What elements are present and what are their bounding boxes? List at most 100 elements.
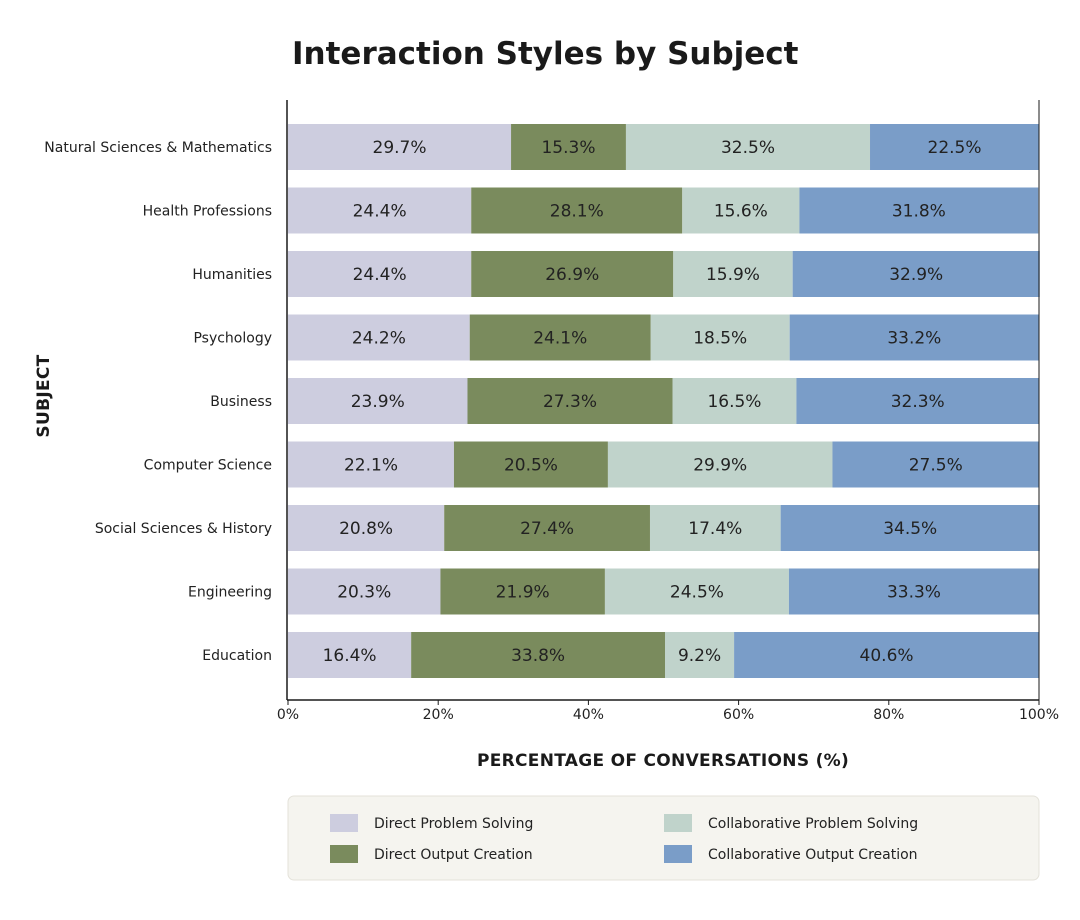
data-label: 20.8% — [339, 519, 393, 539]
data-label: 16.5% — [707, 392, 761, 412]
bar-segment — [288, 505, 445, 551]
legend-swatch — [330, 814, 358, 832]
bar-segment — [650, 314, 790, 361]
x-tick-label: 20% — [423, 707, 454, 723]
data-label: 20.3% — [337, 583, 391, 603]
legend-item: Collaborative Output Creation — [664, 845, 918, 863]
legend-label: Direct Problem Solving — [374, 816, 533, 832]
category-label: Education — [202, 648, 272, 664]
data-label: 27.4% — [520, 519, 574, 539]
bar-row: 24.4% 26.9% 15.9% 32.9% — [288, 251, 1040, 297]
category-label: Psychology — [193, 331, 272, 347]
bar-segment — [607, 441, 833, 488]
bar-segment — [288, 378, 468, 424]
bar-segment — [665, 632, 735, 678]
data-label: 40.6% — [860, 646, 914, 666]
bar-segment — [288, 632, 412, 678]
bar-segment — [780, 505, 1040, 551]
category-label: Business — [210, 394, 272, 410]
x-ticks: 0% 20% 40% 60% 80% 100% — [277, 700, 1059, 723]
bar-segment — [288, 251, 472, 297]
data-label: 33.2% — [887, 329, 941, 349]
bar-segment — [511, 124, 626, 170]
data-label: 29.9% — [693, 456, 747, 476]
legend-swatch — [330, 845, 358, 863]
data-label: 20.5% — [504, 456, 558, 476]
bar-row: 24.4% 28.1% 15.6% 31.8% — [288, 187, 1039, 234]
bar-row: 16.4% 33.8% 9.2% 40.6% — [288, 632, 1039, 678]
y-axis-title: SUBJECT — [34, 354, 54, 437]
category-label: Humanities — [192, 267, 272, 283]
legend: Direct Problem Solving Direct Output Crea… — [287, 795, 1040, 881]
data-label: 24.4% — [353, 265, 407, 285]
category-label: Social Sciences & History — [95, 521, 272, 537]
bar-segment — [625, 124, 871, 170]
bar-segment — [796, 378, 1039, 424]
bar-segment — [471, 251, 674, 297]
x-axis-title: PERCENTAGE OF CONVERSATIONS (%) — [477, 751, 849, 771]
chart-title: Interaction Styles by Subject — [292, 36, 799, 72]
category-labels: Natural Sciences & Mathematics Health Pro… — [44, 140, 272, 664]
x-tick-label: 40% — [573, 707, 604, 723]
data-label: 24.4% — [353, 202, 407, 222]
bar-segment — [734, 632, 1039, 678]
data-label: 22.5% — [928, 138, 982, 158]
bar-row: 22.1% 20.5% 29.9% 27.5% — [288, 441, 1039, 488]
data-label: 27.3% — [543, 392, 597, 412]
data-label: 27.5% — [909, 456, 963, 476]
bar-segment — [288, 124, 512, 170]
data-label: 33.8% — [511, 646, 565, 666]
data-label: 23.9% — [351, 392, 405, 412]
data-label: 28.1% — [550, 202, 604, 222]
bar-segment — [673, 251, 793, 297]
bar-segment — [789, 314, 1039, 361]
bar-segment — [870, 124, 1039, 170]
data-label: 15.6% — [714, 202, 768, 222]
legend-swatch — [664, 814, 692, 832]
legend-box — [287, 795, 1040, 881]
x-tick-label: 0% — [277, 707, 299, 723]
legend-swatch — [664, 845, 692, 863]
data-label: 15.3% — [541, 138, 595, 158]
data-label: 24.5% — [670, 583, 724, 603]
x-tick-label: 80% — [873, 707, 904, 723]
data-label: 33.3% — [887, 583, 941, 603]
bar-segment — [604, 568, 789, 615]
data-label: 15.9% — [706, 265, 760, 285]
data-label: 16.4% — [323, 646, 377, 666]
bar-segment — [799, 187, 1039, 234]
legend-item: Collaborative Problem Solving — [664, 814, 918, 832]
bar-row: 29.7% 15.3% 32.5% 22.5% — [288, 124, 1039, 170]
category-label: Health Professions — [143, 204, 272, 220]
category-label: Natural Sciences & Mathematics — [44, 140, 272, 156]
legend-label: Collaborative Output Creation — [708, 847, 918, 863]
bar-segment — [444, 505, 650, 551]
bar-segment — [288, 314, 470, 361]
bar-segment — [440, 568, 605, 615]
bar-segment — [453, 441, 608, 488]
data-label: 29.7% — [373, 138, 427, 158]
bar-row: 24.2% 24.1% 18.5% 33.2% — [288, 314, 1039, 361]
bar-row: 20.8% 27.4% 17.4% 34.5% — [288, 505, 1040, 551]
bar-segment — [672, 378, 797, 424]
bar-segment — [288, 441, 454, 488]
bar-row: 23.9% 27.3% 16.5% 32.3% — [288, 378, 1039, 424]
data-label: 32.9% — [889, 265, 943, 285]
x-tick-label: 100% — [1019, 707, 1059, 723]
data-label: 24.1% — [533, 329, 587, 349]
bar-segment — [288, 187, 472, 234]
data-label: 31.8% — [892, 202, 946, 222]
bar-segment — [471, 187, 683, 234]
bar-segment — [792, 251, 1040, 297]
data-label: 32.3% — [891, 392, 945, 412]
data-label: 24.2% — [352, 329, 406, 349]
category-label: Computer Science — [144, 458, 272, 474]
bar-row: 20.3% 21.9% 24.5% 33.3% — [288, 568, 1039, 615]
bar-segment — [411, 632, 665, 678]
data-label: 26.9% — [545, 265, 599, 285]
legend-label: Collaborative Problem Solving — [708, 816, 918, 832]
bar-segment — [788, 568, 1039, 615]
data-label: 34.5% — [883, 519, 937, 539]
bar-segment — [288, 568, 441, 615]
